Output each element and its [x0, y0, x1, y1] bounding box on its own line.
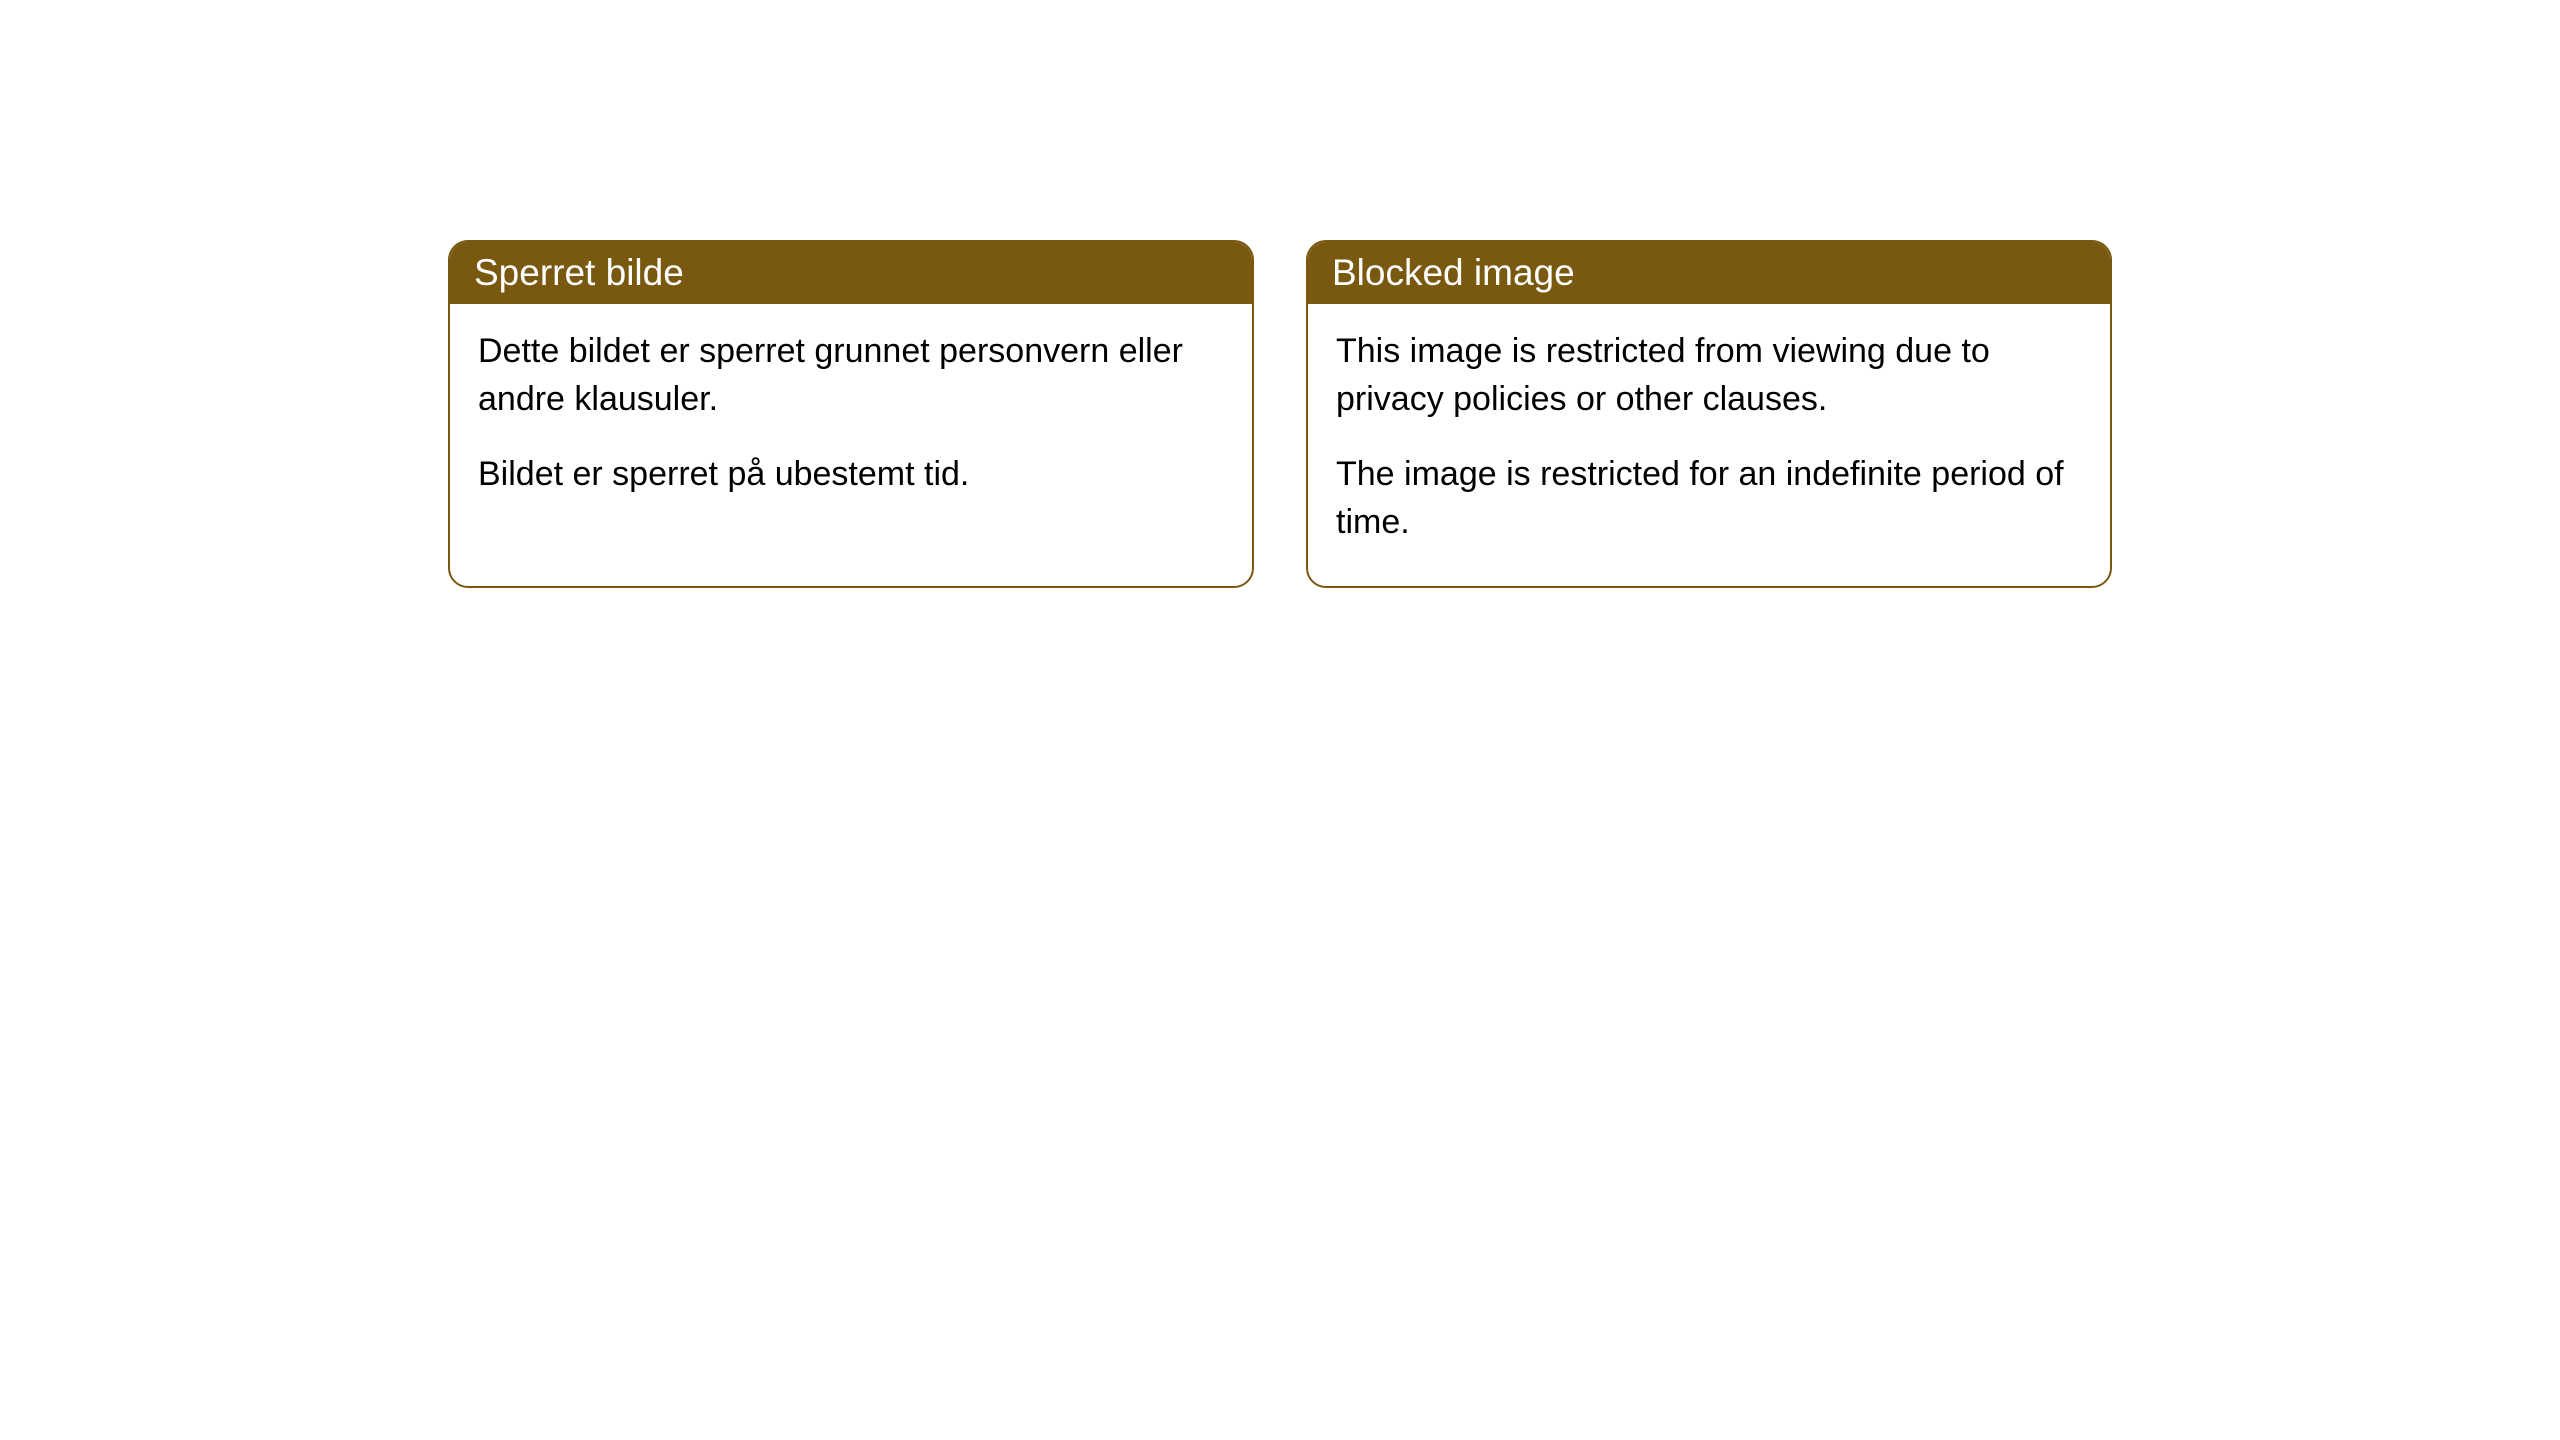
- card-title-no: Sperret bilde: [474, 252, 684, 293]
- card-header-en: Blocked image: [1308, 242, 2110, 304]
- card-body-no: Dette bildet er sperret grunnet personve…: [450, 304, 1252, 539]
- blocked-image-card-en: Blocked image This image is restricted f…: [1306, 240, 2112, 588]
- card-paragraph-1-en: This image is restricted from viewing du…: [1336, 328, 2082, 423]
- card-paragraph-1-no: Dette bildet er sperret grunnet personve…: [478, 328, 1224, 423]
- card-paragraph-2-no: Bildet er sperret på ubestemt tid.: [478, 451, 1224, 499]
- card-header-no: Sperret bilde: [450, 242, 1252, 304]
- cards-container: Sperret bilde Dette bildet er sperret gr…: [448, 240, 2112, 588]
- blocked-image-card-no: Sperret bilde Dette bildet er sperret gr…: [448, 240, 1254, 588]
- card-title-en: Blocked image: [1332, 252, 1575, 293]
- card-paragraph-2-en: The image is restricted for an indefinit…: [1336, 451, 2082, 546]
- card-body-en: This image is restricted from viewing du…: [1308, 304, 2110, 586]
